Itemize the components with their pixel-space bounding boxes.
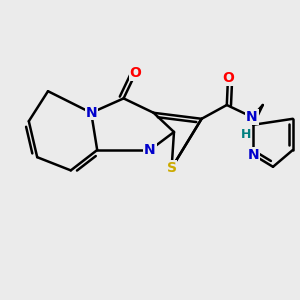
Text: O: O — [222, 71, 234, 85]
Text: N: N — [248, 148, 259, 162]
Text: N: N — [246, 110, 258, 124]
Text: S: S — [167, 161, 177, 175]
Text: O: O — [130, 66, 142, 80]
Text: H: H — [241, 128, 251, 142]
Text: N: N — [85, 106, 97, 120]
Text: N: N — [144, 143, 156, 157]
